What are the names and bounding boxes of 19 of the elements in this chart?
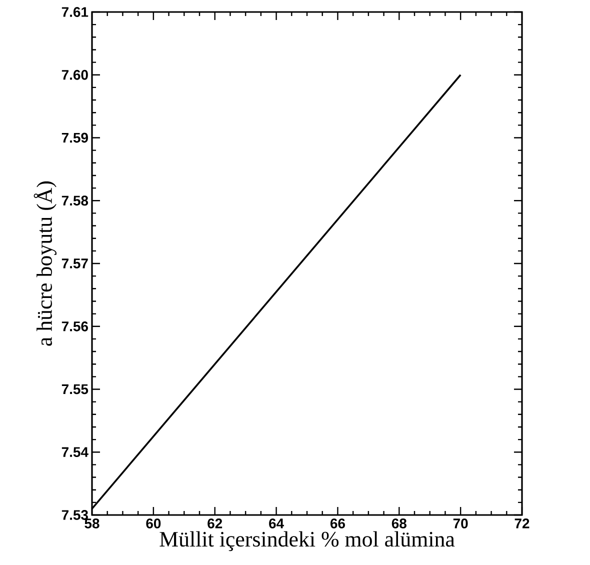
x-tick-label: 58 <box>84 518 100 528</box>
y-tick-label: 7.53 <box>62 510 88 520</box>
x-tick-label: 72 <box>514 518 530 528</box>
x-tick-label: 64 <box>269 518 284 528</box>
y-tick-label: 7.61 <box>62 7 88 17</box>
x-tick-label: 68 <box>392 518 406 528</box>
x-tick-label: 66 <box>330 518 345 528</box>
y-tick-label: 7.57 <box>62 258 88 268</box>
x-tick-label: 62 <box>208 518 222 528</box>
x-tick-label: 70 <box>453 518 468 528</box>
x-tick-label: 60 <box>146 518 161 528</box>
y-tick-label: 7.54 <box>62 447 88 457</box>
x-axis-title: Müllit içersindeki % mol alümina <box>160 531 455 552</box>
y-tick-label: 7.60 <box>62 70 88 80</box>
y-tick-label: 7.55 <box>62 384 88 394</box>
y-tick-label: 7.56 <box>62 321 88 332</box>
y-tick-label: 7.59 <box>62 132 88 143</box>
y-axis-title: a hücre boyutu (Å) <box>34 181 56 346</box>
y-tick-label: 7.58 <box>62 196 88 206</box>
